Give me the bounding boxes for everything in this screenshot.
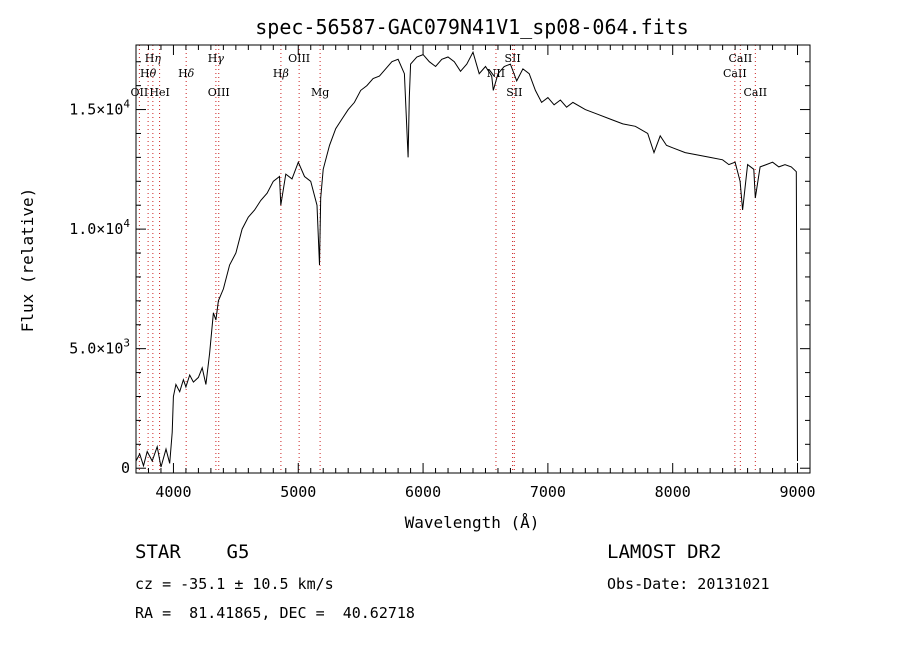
spectrum-chart: spec-56587-GAC079N41V1_sp08-064.fits Hη H…	[18, 15, 816, 532]
survey-name: LAMOST DR2	[607, 541, 722, 563]
x-tick-label: 6000	[405, 483, 441, 501]
y-tick-label: 1.0×104	[69, 217, 130, 238]
line-label-1: Hθ	[140, 67, 157, 80]
spectrum-series	[135, 50, 798, 468]
x-axis-label: Wavelength (Å)	[405, 513, 540, 532]
y-tick-label: 0	[121, 459, 130, 477]
line-label-4: Hδ	[178, 67, 195, 80]
x-tick-label: 9000	[779, 483, 815, 501]
x-tick-label: 7000	[530, 483, 566, 501]
y-tick-label: 5.0×103	[69, 337, 130, 358]
ra-dec-coordinates: RA = 81.41865, DEC = 40.62718	[135, 604, 415, 622]
line-label-3: HeI	[149, 86, 169, 99]
line-label-2: OII	[131, 86, 149, 99]
line-label-9: Mg	[311, 86, 329, 99]
observation-date: Obs-Date: 20131021	[607, 575, 770, 593]
line-label-13: CaII	[723, 67, 747, 80]
line-label-14: CaII	[729, 52, 753, 65]
redshift-cz: cz = -35.1 ± 10.5 km/s	[135, 575, 334, 593]
axis-ticks: 4000 5000 6000 7000 8000 9000 0 5.0×103 1.0×104 1…	[69, 45, 816, 501]
x-tick-label: 5000	[280, 483, 316, 501]
plot-frame	[135, 44, 811, 474]
line-label-8: OIII	[288, 52, 310, 65]
object-class: STAR G5	[135, 541, 250, 563]
y-tick-label: 1.5×104	[69, 98, 130, 119]
line-label-15: CaII	[743, 86, 767, 99]
line-label-7: Hβ	[273, 67, 289, 80]
x-tick-label: 8000	[655, 483, 691, 501]
line-label-12: SII	[506, 86, 522, 99]
line-label-11: SII	[504, 52, 520, 65]
x-tick-label: 4000	[155, 483, 191, 501]
line-label-5: Hγ	[208, 52, 225, 65]
line-label-0: Hη	[145, 52, 162, 65]
line-label-6: OIII	[208, 86, 230, 99]
y-axis-label: Flux (relative)	[18, 188, 37, 333]
chart-title: spec-56587-GAC079N41V1_sp08-064.fits	[255, 15, 688, 39]
